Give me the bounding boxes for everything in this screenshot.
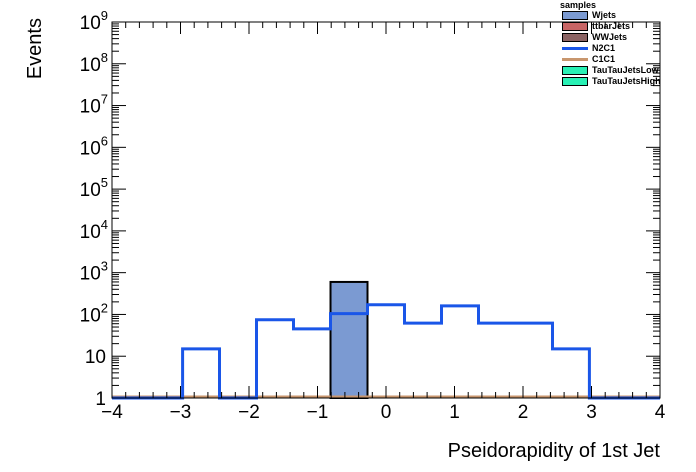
y-tick-label: 109: [80, 8, 108, 34]
x-tick-label: 0: [381, 402, 392, 423]
y-tick-label: 107: [80, 92, 108, 118]
y-tick-label: 104: [80, 217, 108, 243]
legend-label: C1C1: [592, 54, 616, 64]
legend-label: ttbarJets: [592, 21, 631, 31]
legend-swatch: [562, 47, 588, 50]
y-tick-label: 102: [80, 300, 108, 326]
legend-title: samples: [560, 0, 597, 10]
legend-label: Wjets: [592, 10, 617, 20]
legend-swatch: [562, 58, 588, 61]
y-axis-label: Events: [24, 18, 46, 79]
y-tick-label: 103: [80, 259, 108, 285]
x-tick-label: −3: [170, 402, 192, 423]
legend-item-wjets: Wjets: [560, 10, 690, 21]
x-tick-label: 1: [449, 402, 460, 423]
legend-item-tautaujetshigh: TauTauJetsHigh: [560, 76, 690, 87]
y-tick-label: 10: [85, 347, 106, 368]
x-tick-label: 4: [655, 402, 666, 423]
bar-wjets: [329, 280, 369, 400]
legend-swatch: [562, 11, 588, 20]
legend-label: TauTauJetsLow: [592, 65, 659, 75]
legend-item-wwjets: WWJets: [560, 32, 690, 43]
legend-swatch: [562, 77, 588, 86]
legend-item-tautaujetslow: TauTauJetsLow: [560, 65, 690, 76]
legend-swatch: [562, 66, 588, 75]
x-tick-label: −2: [238, 402, 260, 423]
plot-area: −4 −3 −2 −1 0 1 2 3 4 1 10 102 103 104 105 106 107 108 109: [80, 8, 666, 423]
x-axis-label: Pseidorapidity of 1st Jet: [448, 440, 661, 462]
x-tick-label: −1: [307, 402, 329, 423]
x-tick-label: 3: [586, 402, 597, 423]
y-tick-label: 1: [95, 389, 106, 410]
y-tick-label: 108: [80, 50, 108, 76]
legend-swatch: [562, 33, 588, 42]
legend-label: TauTauJetsHigh: [592, 76, 661, 86]
y-tick-label: 105: [80, 175, 108, 201]
legend-item-c1c1: C1C1: [560, 54, 690, 65]
legend-item-n2c1: N2C1: [560, 43, 690, 54]
legend-item-ttbarjets: ttbarJets: [560, 21, 690, 32]
series-n2c1-line: [112, 303, 660, 400]
x-tick-label: 2: [518, 402, 529, 423]
legend-label: N2C1: [592, 43, 616, 53]
x-tick-label: −4: [101, 402, 123, 423]
legend-swatch: [562, 22, 588, 31]
y-tick-label: 106: [80, 133, 108, 159]
legend-label: WWJets: [592, 32, 628, 42]
